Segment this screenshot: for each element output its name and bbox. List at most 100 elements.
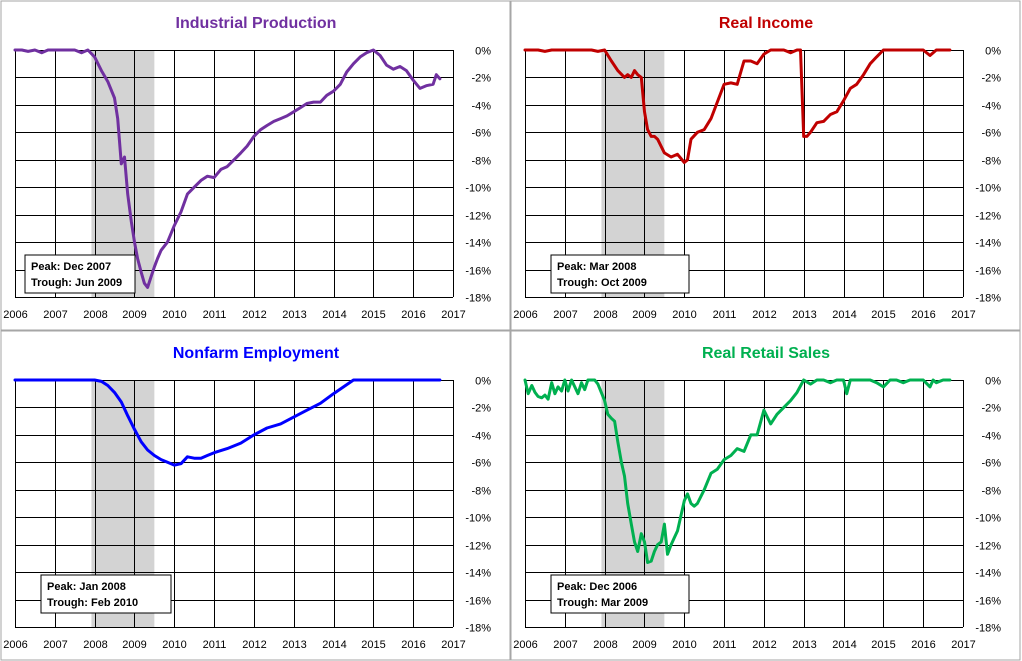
x-tick-label: 2010 xyxy=(162,639,186,651)
y-tick-label: -4% xyxy=(471,431,491,443)
x-tick-label: 2006 xyxy=(3,309,27,321)
x-tick-label: 2009 xyxy=(632,639,656,651)
y-tick-label: 0% xyxy=(985,376,1001,388)
x-tick-label: 2006 xyxy=(3,639,27,651)
y-tick-label: -8% xyxy=(471,486,491,498)
x-tick-label: 2011 xyxy=(713,309,737,321)
x-tick-label: 2010 xyxy=(672,639,696,651)
x-tick-label: 2007 xyxy=(43,639,67,651)
chart-panel: 2006 2007 2008 2009 2010 2011 2012 2013 2014 2015… xyxy=(510,330,1021,661)
y-tick-label: -18% xyxy=(465,623,491,635)
x-tick-label: 2011 xyxy=(203,639,227,651)
x-tick-label: 2007 xyxy=(43,309,67,321)
y-tick-label: -16% xyxy=(465,596,491,608)
x-tick-label: 2013 xyxy=(792,639,816,651)
annotation-box xyxy=(24,254,136,294)
y-tick-label: -10% xyxy=(975,183,1001,195)
annotation-trough: Trough: Feb 2010 xyxy=(47,597,138,609)
y-tick-label: -6% xyxy=(471,128,491,140)
y-tick-label: -14% xyxy=(975,568,1001,580)
y-tick-label: -12% xyxy=(465,541,491,553)
x-tick-label: 2009 xyxy=(122,309,146,321)
x-tick-label: 2017 xyxy=(441,309,465,321)
y-tick-label: -4% xyxy=(981,431,1001,443)
y-tick-label: -8% xyxy=(981,156,1001,168)
x-tick-label: 2008 xyxy=(593,639,617,651)
y-tick-label: -6% xyxy=(471,458,491,470)
y-tick-label: -12% xyxy=(465,211,491,223)
chart-title: Nonfarm Employment xyxy=(173,345,340,362)
x-tick-label: 2011 xyxy=(713,639,737,651)
annotation-peak: Peak: Dec 2007 xyxy=(31,261,111,273)
x-tick-label: 2009 xyxy=(122,639,146,651)
x-tick-label: 2015 xyxy=(361,309,385,321)
annotation-peak: Peak: Dec 2006 xyxy=(557,581,637,593)
y-tick-label: -16% xyxy=(465,266,491,278)
x-tick-label: 2017 xyxy=(441,639,465,651)
x-tick-label: 2014 xyxy=(832,639,856,651)
x-tick-label: 2007 xyxy=(553,639,577,651)
x-tick-label: 2016 xyxy=(401,309,425,321)
y-tick-label: -14% xyxy=(465,238,491,250)
y-tick-label: -4% xyxy=(981,101,1001,113)
y-tick-label: -14% xyxy=(465,568,491,580)
y-tick-label: -10% xyxy=(465,183,491,195)
x-tick-label: 2011 xyxy=(203,309,227,321)
series-line xyxy=(523,378,952,564)
x-tick-label: 2010 xyxy=(672,309,696,321)
x-tick-label: 2010 xyxy=(162,309,186,321)
chart-title: Industrial Production xyxy=(176,15,337,32)
y-tick-label: -16% xyxy=(975,596,1001,608)
x-tick-label: 2014 xyxy=(832,309,856,321)
y-tick-label: 0% xyxy=(475,376,491,388)
y-tick-label: -6% xyxy=(981,128,1001,140)
y-tick-label: -14% xyxy=(975,238,1001,250)
x-tick-label: 2008 xyxy=(593,309,617,321)
y-tick-label: -8% xyxy=(981,486,1001,498)
y-tick-label: -18% xyxy=(465,293,491,305)
y-tick-label: -16% xyxy=(975,266,1001,278)
chart-panel: 2006 2007 2008 2009 2010 2011 2012 2013 2014 2015… xyxy=(0,330,511,661)
y-tick-label: -2% xyxy=(471,73,491,85)
y-tick-label: -2% xyxy=(981,403,1001,415)
annotation-box xyxy=(550,254,690,294)
y-tick-label: -12% xyxy=(975,211,1001,223)
y-tick-label: -18% xyxy=(975,623,1001,635)
y-tick-label: -12% xyxy=(975,541,1001,553)
chart-panel: 2006 2007 2008 2009 2010 2011 2012 2013 2014 2015… xyxy=(0,0,511,331)
series-line xyxy=(13,378,442,467)
x-tick-label: 2006 xyxy=(513,309,537,321)
y-tick-label: -2% xyxy=(471,403,491,415)
x-tick-label: 2017 xyxy=(951,309,975,321)
y-tick-label: -4% xyxy=(471,101,491,113)
annotation-box xyxy=(550,574,690,614)
x-tick-label: 2006 xyxy=(513,639,537,651)
annotation-peak: Peak: Jan 2008 xyxy=(47,581,126,593)
y-tick-label: -2% xyxy=(981,73,1001,85)
chart-title: Real Income xyxy=(719,15,813,32)
x-tick-label: 2016 xyxy=(911,639,935,651)
y-tick-label: -8% xyxy=(471,156,491,168)
chart-panel: 2006 2007 2008 2009 2010 2011 2012 2013 2014 2015… xyxy=(510,0,1021,331)
series-line xyxy=(523,48,952,164)
x-tick-label: 2017 xyxy=(951,639,975,651)
x-tick-label: 2016 xyxy=(401,639,425,651)
x-tick-label: 2012 xyxy=(752,309,776,321)
x-tick-label: 2016 xyxy=(911,309,935,321)
x-tick-label: 2013 xyxy=(282,639,306,651)
x-tick-label: 2014 xyxy=(322,639,346,651)
annotation-trough: Trough: Jun 2009 xyxy=(31,277,122,289)
x-tick-label: 2015 xyxy=(361,639,385,651)
x-tick-label: 2013 xyxy=(792,309,816,321)
y-tick-label: 0% xyxy=(985,46,1001,58)
series-line xyxy=(13,48,442,289)
x-tick-label: 2015 xyxy=(871,639,895,651)
x-tick-label: 2015 xyxy=(871,309,895,321)
chart-title: Real Retail Sales xyxy=(702,345,830,362)
annotation-peak: Peak: Mar 2008 xyxy=(557,261,637,273)
annotation-box xyxy=(40,574,172,614)
y-tick-label: -10% xyxy=(465,513,491,525)
x-tick-label: 2012 xyxy=(242,309,266,321)
